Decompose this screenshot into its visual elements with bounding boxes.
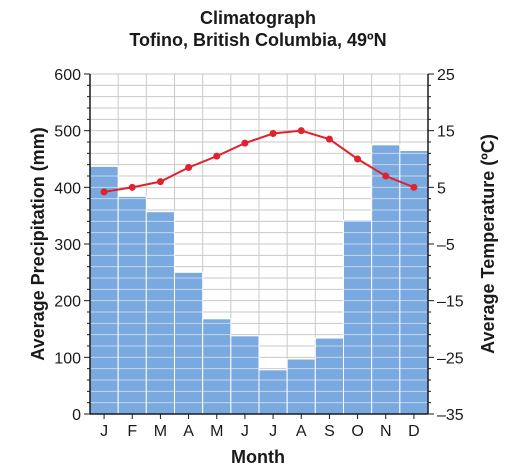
temperature-point <box>128 183 136 191</box>
precipitation-bars <box>89 144 429 415</box>
right-tick-label: –5 <box>437 237 455 254</box>
temperature-point <box>297 127 305 135</box>
temperature-point <box>213 152 221 160</box>
left-tick-label: 0 <box>72 407 81 424</box>
chart-subtitle: Tofino, British Columbia, 49ºN <box>129 30 386 50</box>
precipitation-bar <box>314 337 345 415</box>
right-tick-label: –15 <box>437 294 464 311</box>
temperature-series <box>100 127 418 196</box>
left-tick-label: 600 <box>54 67 81 84</box>
left-tick-labels: 0 100 200 300 400 500 600 <box>54 67 81 424</box>
x-tick-label: M <box>154 423 167 440</box>
temperature-point <box>185 164 193 171</box>
x-tick-label: J <box>241 423 249 440</box>
chart-title: Climatograph <box>200 8 316 28</box>
precipitation-bar <box>202 318 232 415</box>
precipitation-bar <box>343 219 373 415</box>
precipitation-bar <box>230 335 260 415</box>
x-axis-label: Month <box>231 447 285 467</box>
precipitation-bar <box>371 144 401 415</box>
temperature-point <box>382 172 390 180</box>
temperature-point <box>269 130 277 137</box>
x-tick-label: F <box>127 423 137 440</box>
x-tick-label: N <box>380 423 392 440</box>
x-tick-label: A <box>183 423 194 440</box>
precipitation-bar <box>89 165 119 415</box>
right-tick-label: 5 <box>437 180 446 197</box>
temperature-point <box>100 188 108 196</box>
x-tick-label: A <box>296 423 307 440</box>
x-tick-label: O <box>351 423 363 440</box>
temperature-point <box>410 183 418 191</box>
x-tick-label: M <box>210 423 223 440</box>
precipitation-bar <box>258 369 288 415</box>
left-tick-label: 100 <box>54 350 81 367</box>
x-tick-label: D <box>408 423 420 440</box>
temperature-line <box>103 129 415 193</box>
temperature-point <box>325 135 333 143</box>
precipitation-bar <box>117 195 147 415</box>
precipitation-bar <box>399 150 429 415</box>
precipitation-bar <box>145 211 175 415</box>
x-tick-label: J <box>100 423 108 440</box>
right-tick-labels: 25 15 5 –5 –15 –25 –35 <box>437 67 464 424</box>
left-tick-label: 400 <box>54 180 81 197</box>
precipitation-bar <box>174 271 204 415</box>
right-tick-label: –25 <box>437 350 464 367</box>
left-axis-label: Average Precipitation (mm) <box>28 127 48 360</box>
axes <box>84 73 434 419</box>
x-tick-label: J <box>269 423 277 440</box>
right-tick-label: 25 <box>437 67 455 84</box>
left-tick-label: 300 <box>54 237 81 254</box>
right-tick-label: –35 <box>437 407 464 424</box>
temperature-point <box>241 139 249 147</box>
x-tick-label: S <box>324 423 335 440</box>
left-tick-label: 500 <box>54 124 81 141</box>
temperature-point <box>156 178 164 186</box>
right-axis-label: Average Temperature (ºC) <box>478 134 498 354</box>
precipitation-bar <box>286 358 316 415</box>
left-tick-label: 200 <box>54 294 81 311</box>
temperature-point <box>354 155 362 163</box>
right-tick-label: 15 <box>437 124 455 141</box>
